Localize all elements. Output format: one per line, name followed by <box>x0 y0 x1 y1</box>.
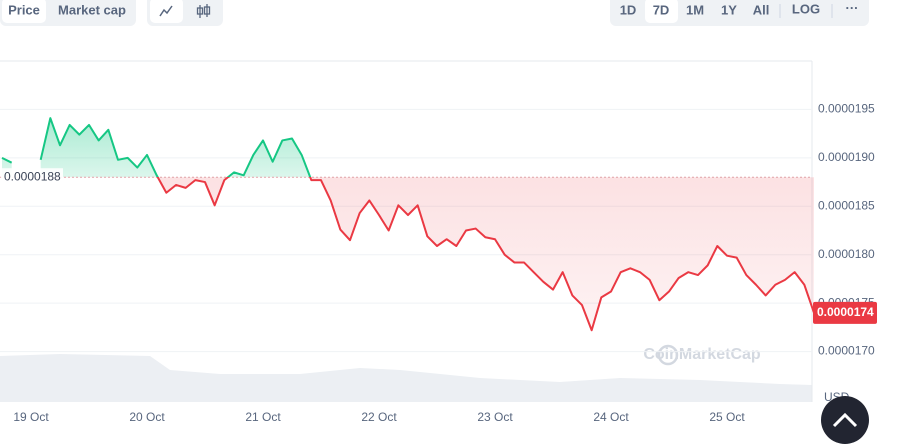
area-fill <box>2 118 814 331</box>
volume-area <box>0 354 812 402</box>
log-button[interactable]: LOG <box>792 1 820 16</box>
x-tick-label: 25 Oct <box>709 410 745 424</box>
watermark: CoinMarketCap <box>643 346 761 363</box>
x-tick-label: 21 Oct <box>245 410 281 424</box>
candle-icon[interactable] <box>196 4 211 18</box>
y-tick-label: 0.0000180 <box>818 247 875 261</box>
price-line <box>1 117 815 332</box>
tab[interactable]: Market cap <box>58 2 126 17</box>
reference-label: 0.0000188 <box>4 169 61 183</box>
y-tick-label: 0.0000185 <box>818 198 875 212</box>
range-tab[interactable]: 7D <box>653 2 670 17</box>
y-tick-label: 0.0000195 <box>818 102 875 116</box>
more-button[interactable]: ··· <box>846 0 859 15</box>
watermark-logo <box>657 344 679 366</box>
x-tick-label: 20 Oct <box>129 410 165 424</box>
chevron-up <box>832 412 858 428</box>
range-tab[interactable]: 1D <box>620 2 637 17</box>
range-tab[interactable]: 1M <box>686 2 704 17</box>
tab-selected-bg <box>2 0 46 23</box>
y-tick-label: 0.0000170 <box>818 344 875 358</box>
last-price-label: 0.0000174 <box>817 305 874 319</box>
x-tick-label: 19 Oct <box>13 410 49 424</box>
scroll-top-button[interactable] <box>821 396 869 444</box>
range-selected-bg <box>645 0 678 23</box>
x-tick-label: 24 Oct <box>593 410 629 424</box>
range-tab[interactable]: 1Y <box>721 2 737 17</box>
last-price-box <box>813 301 877 324</box>
reference-label-bg <box>1 168 63 186</box>
tab[interactable]: Price <box>8 2 40 17</box>
range-tab[interactable]: All <box>753 2 770 17</box>
x-tick-label: 23 Oct <box>477 410 513 424</box>
x-tick-label: 22 Oct <box>361 410 397 424</box>
line-icon[interactable] <box>159 5 173 17</box>
y-tick-label: 0.0000190 <box>818 150 875 164</box>
